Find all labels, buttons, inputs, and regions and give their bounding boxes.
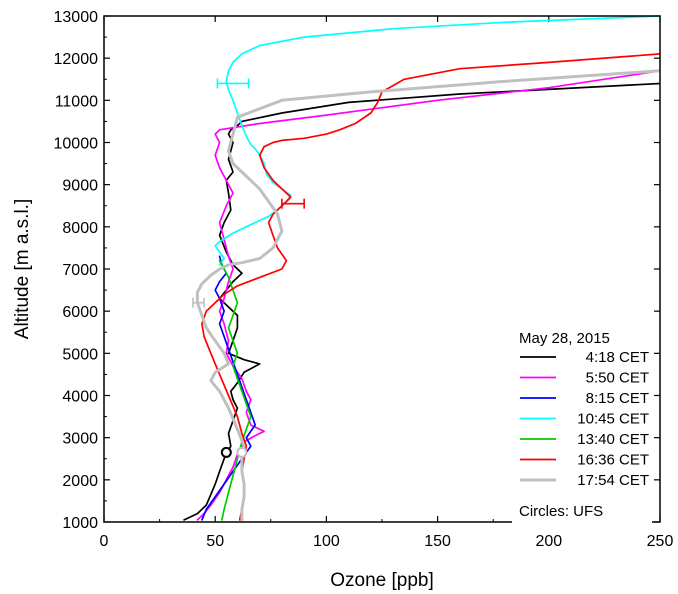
y-tick-label: 8000 [62, 220, 98, 237]
y-tick-label: 4000 [62, 389, 98, 406]
y-tick-label: 6000 [62, 304, 98, 321]
x-tick-label: 100 [313, 533, 340, 550]
y-tick-label: 12000 [54, 51, 99, 68]
x-tick-label: 50 [206, 533, 224, 550]
legend: May 28, 2015 4:18 CET 5:50 CET 8:15 CET 10:… [512, 318, 652, 523]
axes: 0 50 100 150 200 250 1000 2000 3000 4000 5000 6000 7… [54, 9, 674, 550]
plot-frame [103, 15, 661, 523]
legend-entry: 16:36 CET [577, 452, 649, 469]
series-line [214, 16, 660, 266]
ufs-circle [220, 446, 232, 458]
y-tick-label: 10000 [54, 136, 99, 153]
y-tick-label: 13000 [54, 9, 99, 26]
legend-entry: 8:15 CET [586, 390, 649, 407]
x-tick-label: 150 [424, 533, 451, 550]
y-tick-label: 2000 [62, 473, 98, 490]
series-line [201, 53, 660, 521]
legend-box [512, 318, 652, 523]
series-line [195, 69, 660, 522]
legend-entry: 17:54 CET [577, 472, 649, 489]
series-line [218, 259, 252, 521]
legend-entry: 13:40 CET [577, 431, 649, 448]
ufs-circle [236, 446, 248, 458]
y-axis-title: Altitude [m a.s.l.] [12, 199, 33, 339]
x-tick-label: 0 [100, 533, 109, 550]
markers-group [192, 78, 305, 458]
y-tick-label: 1000 [62, 515, 98, 532]
legend-entry: 5:50 CET [586, 370, 649, 387]
series-line [201, 255, 257, 521]
legend-title: May 28, 2015 [519, 330, 610, 347]
x-tick-label: 200 [535, 533, 562, 550]
y-tick-label: 9000 [62, 178, 98, 195]
y-tick-label: 3000 [62, 431, 98, 448]
y-tick-label: 7000 [62, 262, 98, 279]
y-tick-label: 11000 [55, 93, 98, 110]
x-axis-title: Ozone [ppb] [330, 570, 434, 591]
x-tick-label: 250 [647, 533, 674, 550]
legend-entry: 10:45 CET [577, 411, 649, 428]
legend-entry: 4:18 CET [586, 349, 649, 366]
legend-note: Circles: UFS [519, 503, 603, 520]
y-tick-label: 5000 [62, 346, 98, 363]
